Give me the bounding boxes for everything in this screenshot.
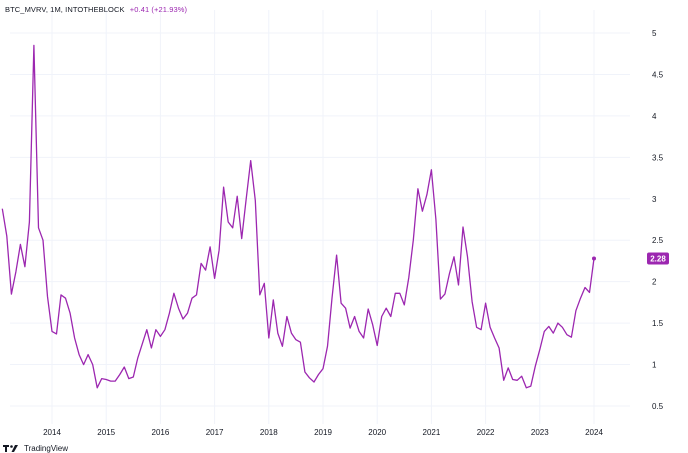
y-tick-label: 5	[652, 29, 657, 38]
symbol-label: BTC_MVRV, 1M, INTOTHEBLOCK	[5, 5, 125, 14]
y-tick-label: 0.5	[652, 402, 664, 411]
y-tick-label: 3.5	[652, 153, 664, 162]
grid-lines	[10, 10, 630, 424]
series-line	[1, 44, 595, 389]
x-tick-label: 2024	[585, 428, 603, 437]
tradingview-logo-icon	[3, 445, 18, 452]
x-tick-label: 2017	[206, 428, 224, 437]
chart-header: BTC_MVRV, 1M, INTOTHEBLOCK +0.41 (+21.93…	[5, 5, 187, 14]
y-tick-label: 4	[652, 112, 657, 121]
x-tick-label: 2021	[423, 428, 441, 437]
y-tick-label: 1.5	[652, 319, 664, 328]
last-point-marker	[592, 256, 596, 261]
last-value-label: 2.28	[650, 254, 666, 263]
x-axis: 2014 2015 2016 2017 2018 2019 2020 2021 2022 2023…	[43, 428, 603, 437]
x-tick-label: 2016	[152, 428, 170, 437]
series-layer	[1, 44, 596, 389]
x-tick-label: 2020	[368, 428, 386, 437]
x-tick-label: 2023	[531, 428, 549, 437]
brand-name: TradingView	[24, 443, 69, 453]
x-tick-label: 2022	[477, 428, 495, 437]
last-value-badge	[647, 252, 669, 265]
x-tick-label: 2015	[97, 428, 115, 437]
last-value-marker: 2.28	[647, 252, 669, 265]
y-tick-label: 3	[652, 195, 657, 204]
y-tick-label: 2.5	[652, 236, 664, 245]
y-tick-label: 4.5	[652, 70, 664, 79]
footer: TradingView	[3, 443, 68, 453]
x-tick-label: 2014	[43, 428, 61, 437]
change-label: +0.41 (+21.93%)	[129, 5, 188, 14]
x-tick-label: 2018	[260, 428, 278, 437]
x-tick-label: 2019	[314, 428, 332, 437]
y-axis: 0.5 1 1.5 2 2.5 3 3.5 4 4.5 5	[652, 29, 664, 411]
y-tick-label: 1	[652, 361, 657, 370]
y-tick-label: 2	[652, 278, 657, 287]
